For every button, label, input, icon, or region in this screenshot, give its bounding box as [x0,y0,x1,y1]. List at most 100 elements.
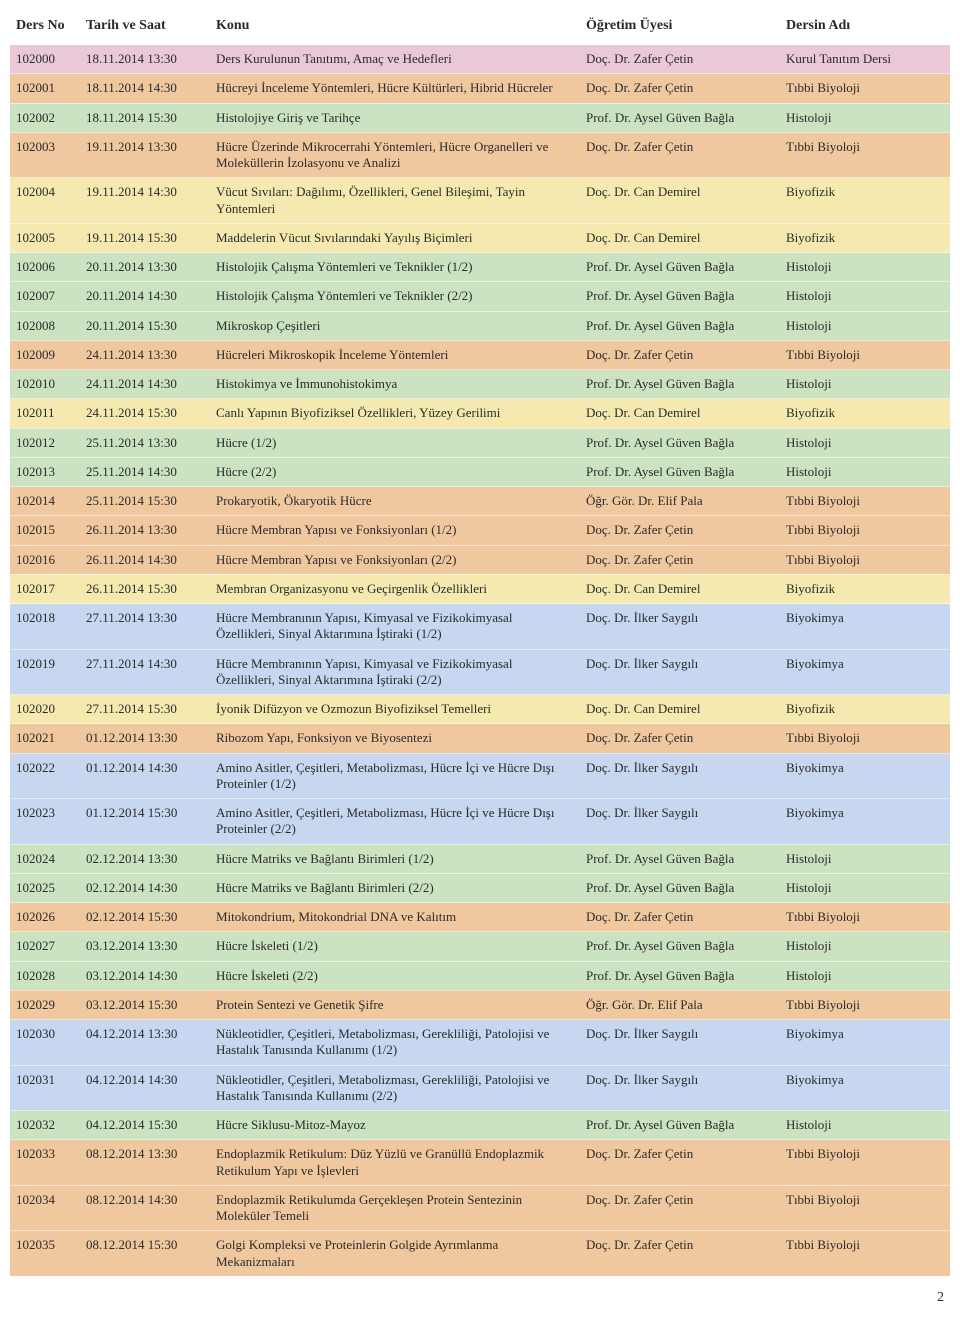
cell-no: 102008 [10,311,80,340]
cell-instructor: Doç. Dr. Zafer Çetin [580,1231,780,1276]
cell-topic: Histokimya ve İmmunohistokimya [210,370,580,399]
cell-course: Kurul Tanıtım Dersi [780,45,950,74]
cell-topic: Golgi Kompleksi ve Proteinlerin Golgide … [210,1231,580,1276]
header-date: Tarih ve Saat [80,12,210,45]
cell-date: 25.11.2014 13:30 [80,428,210,457]
cell-no: 102009 [10,340,80,369]
cell-course: Histoloji [780,932,950,961]
cell-no: 102035 [10,1231,80,1276]
cell-no: 102022 [10,753,80,799]
cell-topic: Nükleotidler, Çeşitleri, Metabolizması, … [210,1020,580,1066]
cell-topic: Hücre Matriks ve Bağlantı Birimleri (2/2… [210,873,580,902]
table-row: 10203104.12.2014 14:30Nükleotidler, Çeşi… [10,1065,950,1111]
header-no: Ders No [10,12,80,45]
cell-instructor: Prof. Dr. Aysel Güven Bağla [580,873,780,902]
cell-no: 102021 [10,724,80,753]
cell-instructor: Prof. Dr. Aysel Güven Bağla [580,253,780,282]
cell-date: 18.11.2014 14:30 [80,74,210,103]
cell-date: 04.12.2014 14:30 [80,1065,210,1111]
cell-topic: Prokaryotik, Ökaryotik Hücre [210,487,580,516]
table-row: 10201225.11.2014 13:30Hücre (1/2)Prof. D… [10,428,950,457]
cell-date: 02.12.2014 14:30 [80,873,210,902]
cell-date: 03.12.2014 13:30 [80,932,210,961]
cell-instructor: Doç. Dr. Zafer Çetin [580,903,780,932]
cell-instructor: Prof. Dr. Aysel Güven Bağla [580,961,780,990]
cell-no: 102016 [10,545,80,574]
cell-course: Tıbbi Biyoloji [780,1140,950,1186]
table-row: 10202402.12.2014 13:30Hücre Matriks ve B… [10,844,950,873]
table-row: 10203308.12.2014 13:30Endoplazmik Retiku… [10,1140,950,1186]
cell-instructor: Prof. Dr. Aysel Güven Bağla [580,457,780,486]
cell-no: 102031 [10,1065,80,1111]
cell-date: 04.12.2014 15:30 [80,1111,210,1140]
cell-date: 20.11.2014 14:30 [80,282,210,311]
cell-course: Tıbbi Biyoloji [780,516,950,545]
table-row: 10200820.11.2014 15:30Mikroskop Çeşitler… [10,311,950,340]
table-row: 10202903.12.2014 15:30Protein Sentezi ve… [10,990,950,1019]
cell-topic: Mikroskop Çeşitleri [210,311,580,340]
cell-course: Histoloji [780,961,950,990]
cell-topic: Mitokondrium, Mitokondrial DNA ve Kalıtı… [210,903,580,932]
cell-course: Biyofizik [780,399,950,428]
cell-topic: Hücre Membranının Yapısı, Kimyasal ve Fi… [210,604,580,650]
cell-date: 25.11.2014 15:30 [80,487,210,516]
cell-course: Histoloji [780,844,950,873]
cell-course: Histoloji [780,428,950,457]
cell-date: 27.11.2014 13:30 [80,604,210,650]
cell-no: 102026 [10,903,80,932]
cell-date: 18.11.2014 13:30 [80,45,210,74]
cell-instructor: Prof. Dr. Aysel Güven Bağla [580,282,780,311]
cell-course: Biyokimya [780,799,950,845]
cell-topic: Hücreleri Mikroskopik İnceleme Yöntemler… [210,340,580,369]
header-instructor: Öğretim Üyesi [580,12,780,45]
table-row: 10200620.11.2014 13:30Histolojik Çalışma… [10,253,950,282]
cell-no: 102024 [10,844,80,873]
cell-topic: Amino Asitler, Çeşitleri, Metabolizması,… [210,753,580,799]
cell-no: 102034 [10,1185,80,1231]
cell-instructor: Doç. Dr. Zafer Çetin [580,545,780,574]
cell-instructor: Doç. Dr. Zafer Çetin [580,516,780,545]
cell-instructor: Prof. Dr. Aysel Güven Bağla [580,844,780,873]
cell-topic: Hücre İskeleti (1/2) [210,932,580,961]
table-row: 10200720.11.2014 14:30Histolojik Çalışma… [10,282,950,311]
cell-instructor: Doç. Dr. İlker Saygılı [580,1020,780,1066]
cell-instructor: Öğr. Gör. Dr. Elif Pala [580,487,780,516]
cell-no: 102011 [10,399,80,428]
cell-instructor: Doç. Dr. Can Demirel [580,399,780,428]
table-row: 10201726.11.2014 15:30Membran Organizasy… [10,574,950,603]
cell-instructor: Doç. Dr. İlker Saygılı [580,799,780,845]
cell-topic: Canlı Yapının Biyofiziksel Özellikleri, … [210,399,580,428]
cell-no: 102030 [10,1020,80,1066]
cell-date: 19.11.2014 14:30 [80,178,210,224]
cell-course: Biyokimya [780,604,950,650]
table-row: 10202101.12.2014 13:30Ribozom Yapı, Fonk… [10,724,950,753]
schedule-table: Ders No Tarih ve Saat Konu Öğretim Üyesi… [10,12,950,1276]
cell-course: Biyokimya [780,649,950,695]
cell-no: 102015 [10,516,80,545]
cell-no: 102004 [10,178,80,224]
table-row: 10200924.11.2014 13:30Hücreleri Mikrosko… [10,340,950,369]
table-row: 10202602.12.2014 15:30Mitokondrium, Mito… [10,903,950,932]
cell-instructor: Doç. Dr. Zafer Çetin [580,724,780,753]
cell-instructor: Prof. Dr. Aysel Güven Bağla [580,428,780,457]
table-row: 10201827.11.2014 13:30Hücre Membranının … [10,604,950,650]
cell-topic: Histolojik Çalışma Yöntemleri ve Teknikl… [210,253,580,282]
cell-no: 102013 [10,457,80,486]
cell-date: 04.12.2014 13:30 [80,1020,210,1066]
table-row: 10201425.11.2014 15:30Prokaryotik, Ökary… [10,487,950,516]
header-topic: Konu [210,12,580,45]
cell-instructor: Doç. Dr. İlker Saygılı [580,604,780,650]
cell-topic: Hücre İskeleti (2/2) [210,961,580,990]
cell-instructor: Doç. Dr. İlker Saygılı [580,649,780,695]
cell-no: 102006 [10,253,80,282]
cell-no: 102032 [10,1111,80,1140]
cell-topic: Hücre Membran Yapısı ve Fonksiyonları (1… [210,516,580,545]
cell-course: Histoloji [780,1111,950,1140]
cell-topic: Protein Sentezi ve Genetik Şifre [210,990,580,1019]
cell-no: 102000 [10,45,80,74]
cell-date: 26.11.2014 15:30 [80,574,210,603]
table-row: 10203408.12.2014 14:30Endoplazmik Retiku… [10,1185,950,1231]
cell-topic: Hücre (1/2) [210,428,580,457]
table-row: 10202502.12.2014 14:30Hücre Matriks ve B… [10,873,950,902]
cell-no: 102017 [10,574,80,603]
